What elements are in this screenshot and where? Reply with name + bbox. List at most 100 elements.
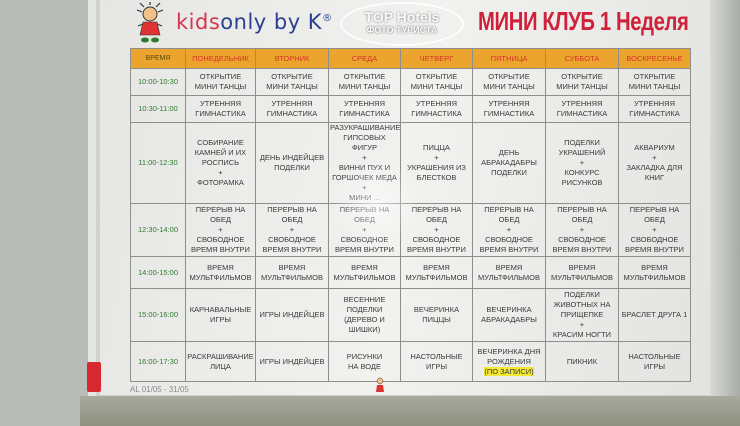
activity-text: УТРЕННЯЯ ГИМНАСТИКА	[629, 99, 680, 118]
activity-cell: БРАСЛЕТ ДРУГА 1	[618, 288, 691, 342]
header-day: СУББОТА	[545, 48, 619, 69]
activity-text: ОТКРЫТИЕ МИНИ ТАНЦЫ	[266, 72, 318, 91]
table-row: 10:30-11:00 УТРЕННЯЯ ГИМНАСТИКА УТРЕННЯЯ Г…	[130, 95, 691, 123]
time-slot: 10:00-10:30	[130, 68, 186, 96]
activity-cell: ОТКРЫТИЕ МИНИ ТАНЦЫ	[545, 68, 619, 96]
time-slot: 11:00-12:30	[130, 122, 186, 204]
header-day: ПЯТНИЦА	[472, 48, 546, 69]
kid-mascot-small-icon	[376, 377, 384, 392]
activity-text: ВРЕМЯ МУЛЬТФИЛЬМОВ	[333, 262, 396, 282]
activity-text: ДЕНЬ ИНДЕЙЦЕВ ПОДЕЛКИ	[259, 153, 325, 172]
activity-cell: ПЕРЕРЫВ НА ОБЕД + СВОБОДНОЕ ВРЕМЯ ВНУТРИ	[618, 203, 691, 257]
activity-text: ПЕРЕРЫВ НА ОБЕД + СВОБОДНОЕ ВРЕМЯ ВНУТРИ	[262, 205, 322, 254]
activity-text: УТРЕННЯЯ ГИМНАСТИКА	[411, 99, 462, 118]
activity-cell: ПЕРЕРЫВ НА ОБЕД + СВОБОДНОЕ ВРЕМЯ ВНУТРИ	[472, 203, 546, 257]
header-time: ВРЕМЯ	[130, 48, 186, 69]
activity-cell: ВРЕМЯ МУЛЬТФИЛЬМОВ	[185, 256, 256, 289]
activity-cell: РАСКРАШИВАНИЕ ЛИЦА	[185, 341, 256, 382]
activity-cell: СОБИРАНИЕ КАМНЕЙ И ИХ РОСПИСЬ + ФОТОРАМК…	[185, 122, 256, 204]
activity-cell: ВЕСЕННИЕ ПОДЕЛКИ (ДЕРЕВО И ШИШКИ)	[328, 288, 401, 342]
header-day: ЧЕТВЕРГ	[400, 48, 473, 69]
activity-cell: ДЕНЬ ИНДЕЙЦЕВ ПОДЕЛКИ	[255, 122, 329, 204]
red-sticker	[87, 362, 101, 392]
table-row: 10:00-10:30 ОТКРЫТИЕ МИНИ ТАНЦЫ ОТКРЫТИЕ М…	[130, 68, 691, 96]
activity-cell: НАСТОЛЬНЫЕ ИГРЫ	[400, 341, 473, 382]
activity-text: ВРЕМЯ МУЛЬТФИЛЬМОВ	[623, 262, 686, 282]
validity-dates: AL 01/05 - 31/05	[130, 385, 189, 394]
activity-cell: ПИКНИК	[545, 341, 619, 382]
time-slot: 10:30-11:00	[130, 95, 186, 123]
table-row: 14:00-15:00 ВРЕМЯ МУЛЬТФИЛЬМОВ ВРЕМЯ МУЛЬТ…	[130, 256, 691, 289]
signup-note: (ПО ЗАПИСИ)	[484, 366, 534, 376]
activity-cell: КАРНАВАЛЬНЫЕ ИГРЫ	[185, 288, 256, 342]
activity-text: ВЕЧЕРИНКА АБРАКАДАБРЫ	[481, 305, 537, 324]
activity-text: ПЕРЕРЫВ НА ОБЕД + СВОБОДНОЕ ВРЕМЯ ВНУТРИ	[335, 205, 394, 254]
activity-cell: ВЕЧЕРИНКА ДНЯ РОЖДЕНИЯ (ПО ЗАПИСИ)	[472, 341, 546, 382]
header-day: ВТОРНИК	[255, 48, 329, 69]
activity-cell: ВРЕМЯ МУЛЬТФИЛЬМОВ	[618, 256, 691, 289]
activity-text: АКВАРИУМ + ЗАКЛАДКА ДЛЯ КНИГ	[626, 143, 683, 182]
activity-cell: ОТКРЫТИЕ МИНИ ТАНЦЫ	[618, 68, 691, 96]
activity-text: СОБИРАНИЕ КАМНЕЙ И ИХ РОСПИСЬ + ФОТОРАМК…	[194, 138, 247, 187]
table-row: 15:00-16:00 КАРНАВАЛЬНЫЕ ИГРЫ ИГРЫ ИНДЕЙЦЕ…	[130, 288, 691, 342]
activity-text: РИСУНКИ НА ВОДЕ	[346, 351, 383, 371]
schedule-header-row: ВРЕМЯ ПОНЕДЕЛЬНИК ВТОРНИК СРЕДА ЧЕТВЕРГ ПЯТНИ…	[130, 48, 691, 69]
activity-cell: ВРЕМЯ МУЛЬТФИЛЬМОВ	[328, 256, 401, 289]
activity-text: НАСТОЛЬНЫЕ ИГРЫ	[410, 351, 463, 371]
activity-text: ДЕНЬ АБРАКАДАБРЫ ПОДЕЛКИ	[481, 148, 537, 177]
watermark-line1: TOP Hotels	[364, 9, 440, 25]
frame-bottom	[80, 396, 740, 426]
activity-text: БРАСЛЕТ ДРУГА 1	[621, 310, 688, 319]
activity-cell: НАСТОЛЬНЫЕ ИГРЫ	[618, 341, 691, 382]
brand-logo-red: kids	[176, 10, 221, 34]
activity-text: ВЕЧЕРИНКА ДНЯ РОЖДЕНИЯ	[477, 346, 541, 366]
brand-logo: kidsonly by K®	[176, 10, 333, 34]
brand-logo-blue: only by K	[220, 10, 323, 34]
watermark-line2: ФОТО ТУРИСТА	[366, 25, 438, 35]
activity-cell: ВРЕМЯ МУЛЬТФИЛЬМОВ	[472, 256, 546, 289]
table-row: 11:00-12:30 СОБИРАНИЕ КАМНЕЙ И ИХ РОСПИСЬ…	[130, 122, 691, 204]
activity-text: ПЕРЕРЫВ НА ОБЕД + СВОБОДНОЕ ВРЕМЯ ВНУТРИ	[407, 205, 466, 254]
activity-text: РАЗУКРАШИВАНИЕ ГИПСОВЫХ ФИГУР + ВИННИ ПУ…	[330, 123, 401, 203]
activity-cell: ВРЕМЯ МУЛЬТФИЛЬМОВ	[545, 256, 619, 289]
activity-text: УТРЕННЯЯ ГИМНАСТИКА	[195, 99, 246, 118]
activity-text: УТРЕННЯЯ ГИМНАСТИКА	[483, 99, 535, 118]
activity-text: ПИЦЦА + УКРАШЕНИЯ ИЗ БЛЕСТКОВ	[407, 143, 466, 182]
activity-text: УТРЕННЯЯ ГИМНАСТИКА	[556, 99, 608, 118]
activity-cell: ПЕРЕРЫВ НА ОБЕД + СВОБОДНОЕ ВРЕМЯ ВНУТРИ	[400, 203, 473, 257]
time-slot: 14:00-15:00	[130, 256, 186, 289]
header-day: ВОСКРЕСЕНЬЕ	[618, 48, 691, 69]
table-row: 16:00-17:30 РАСКРАШИВАНИЕ ЛИЦА ИГРЫ ИНДЕЙЦ…	[130, 341, 691, 382]
activity-cell: ВЕЧЕРИНКА АБРАКАДАБРЫ	[472, 288, 546, 342]
activity-text: ПЕРЕРЫВ НА ОБЕД + СВОБОДНОЕ ВРЕМЯ ВНУТРИ	[479, 205, 539, 254]
activity-text: УТРЕННЯЯ ГИМНАСТИКА	[266, 99, 318, 118]
activity-cell: ПОДЕЛКИ УКРАШЕНИЙ + КОНКУРС РИСУНКОВ	[545, 122, 619, 204]
time-slot: 12:30-14:00	[130, 203, 186, 257]
activity-cell: ИГРЫ ИНДЕЙЦЕВ	[255, 341, 329, 382]
activity-text: ПОДЕЛКИ УКРАШЕНИЙ + КОНКУРС РИСУНКОВ	[558, 138, 606, 187]
activity-text: ВРЕМЯ МУЛЬТФИЛЬМОВ	[550, 262, 614, 282]
activity-text: ИГРЫ ИНДЕЙЦЕВ	[259, 356, 325, 366]
activity-cell: ПЕРЕРЫВ НА ОБЕД + СВОБОДНОЕ ВРЕМЯ ВНУТРИ	[328, 203, 401, 257]
activity-text: ОТКРЫТИЕ МИНИ ТАНЦЫ	[483, 72, 535, 91]
activity-cell: ОТКРЫТИЕ МИНИ ТАНЦЫ	[472, 68, 546, 96]
header-day: СРЕДА	[328, 48, 401, 69]
brand-logo-mark: ®	[322, 13, 333, 24]
activity-cell: ДЕНЬ АБРАКАДАБРЫ ПОДЕЛКИ	[472, 122, 546, 204]
activity-cell: ОТКРЫТИЕ МИНИ ТАНЦЫ	[328, 68, 401, 96]
activity-text: ПИКНИК	[566, 356, 598, 366]
time-slot: 15:00-16:00	[130, 288, 186, 342]
table-row: 12:30-14:00 ПЕРЕРЫВ НА ОБЕД + СВОБОДНОЕ В…	[130, 203, 691, 257]
schedule-table: ВРЕМЯ ПОНЕДЕЛЬНИК ВТОРНИК СРЕДА ЧЕТВЕРГ ПЯТНИ…	[130, 48, 691, 382]
activity-text: ОТКРЫТИЕ МИНИ ТАНЦЫ	[410, 72, 463, 91]
activity-text: ОТКРЫТИЕ МИНИ ТАНЦЫ	[628, 72, 681, 91]
activity-cell: ПОДЕЛКИ ЖИВОТНЫХ НА ПРИЩЕПКЕ + КРАСИМ НО…	[545, 288, 619, 342]
activity-text: ПЕРЕРЫВ НА ОБЕД + СВОБОДНОЕ ВРЕМЯ ВНУТРИ	[625, 205, 684, 254]
kid-mascot-icon	[136, 2, 164, 43]
page-title: МИНИ КЛУБ 1 Неделя	[478, 6, 689, 36]
activity-text: ВРЕМЯ МУЛЬТФИЛЬМОВ	[260, 262, 324, 282]
activity-cell: ПЕРЕРЫВ НА ОБЕД + СВОБОДНОЕ ВРЕМЯ ВНУТРИ	[185, 203, 256, 257]
activity-text: ИГРЫ ИНДЕЙЦЕВ	[259, 310, 325, 319]
activity-cell: ИГРЫ ИНДЕЙЦЕВ	[255, 288, 329, 342]
activity-cell: ПИЦЦА + УКРАШЕНИЯ ИЗ БЛЕСТКОВ	[400, 122, 473, 204]
